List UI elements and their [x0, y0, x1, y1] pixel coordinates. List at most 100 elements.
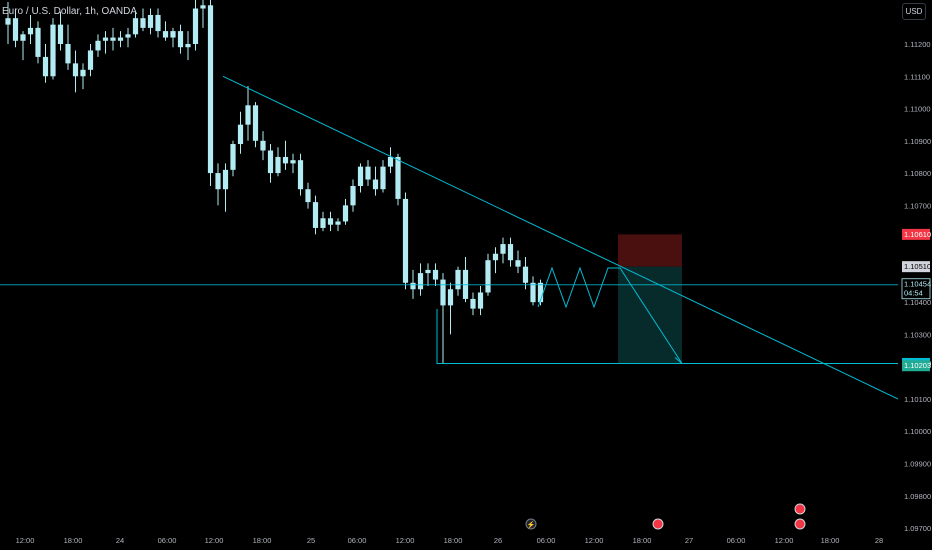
lightning-event-icon — [525, 518, 537, 530]
candle-body — [215, 173, 221, 190]
candle-body — [237, 124, 244, 145]
candle-body — [455, 269, 461, 290]
candle-body — [110, 37, 116, 41]
currency-button[interactable]: USD — [902, 3, 926, 20]
price-tick-label: 1.11100 — [904, 72, 930, 81]
price-tick-label: 1.10400 — [904, 298, 931, 307]
price-tick-label: 1.10900 — [904, 137, 931, 146]
candle-body — [185, 44, 191, 48]
candle-body — [35, 27, 41, 57]
time-tick-label: 18:00 — [444, 536, 463, 545]
economic-event-flag-icon — [794, 503, 806, 515]
candle-body — [350, 185, 356, 206]
time-tick-label: 12:00 — [775, 536, 794, 545]
price-label-text: 1.10510 — [904, 262, 931, 271]
symbol-title: Euro / U.S. Dollar, 1h, OANDA — [2, 6, 138, 17]
candle-body — [402, 198, 409, 283]
economic-event-flag-icon — [652, 518, 664, 530]
time-tick-label: 12:00 — [396, 536, 415, 545]
candle-body — [417, 273, 424, 290]
candle-body — [57, 24, 64, 44]
time-tick-label: 18:00 — [253, 536, 272, 545]
candle-body — [327, 218, 334, 225]
candle-body — [305, 189, 311, 203]
price-tick-label: 1.10700 — [904, 201, 931, 210]
candle-body — [387, 156, 394, 167]
candle-body — [275, 156, 281, 174]
candle-body — [207, 5, 214, 174]
candle-body — [177, 31, 184, 48]
lightning-event-glyph: ⚡ — [527, 520, 536, 529]
trendline — [222, 75, 899, 400]
candle-body — [20, 34, 26, 41]
candle-body — [282, 156, 289, 164]
candle-body — [200, 5, 206, 9]
price-tick-label: 1.10100 — [904, 395, 931, 404]
candle-body — [125, 34, 131, 38]
time-tick-label: 25 — [307, 536, 315, 545]
candle-body — [80, 69, 86, 77]
candle-body — [222, 169, 229, 190]
candle-body — [522, 266, 529, 283]
candle-body — [365, 166, 371, 180]
candle-body — [312, 202, 319, 228]
candle-body — [335, 221, 341, 225]
time-tick-label: 06:00 — [727, 536, 746, 545]
candle-body — [395, 156, 401, 199]
candle-body — [132, 18, 139, 35]
price-label-text: 1.10454 — [904, 280, 931, 289]
time-tick-label: 06:00 — [537, 536, 556, 545]
economic-event-flag-icon — [794, 518, 806, 530]
candle-body — [27, 27, 34, 35]
price-label-badge — [902, 228, 930, 240]
candle-body — [170, 31, 176, 38]
time-tick-label: 06:00 — [348, 536, 367, 545]
candle-body — [372, 179, 379, 190]
candle-body — [470, 298, 476, 309]
candle-body — [357, 166, 364, 186]
candle-body — [117, 37, 124, 41]
candle-body — [432, 269, 439, 280]
candle-body — [102, 37, 109, 41]
price-tick-label: 1.10000 — [904, 427, 931, 436]
price-tick-label: 1.09800 — [904, 492, 931, 501]
candle-body — [290, 160, 296, 164]
stop-loss-zone — [618, 234, 682, 267]
candle-body — [267, 150, 274, 174]
price-tick-label: 1.09900 — [904, 460, 931, 469]
candle-body — [425, 269, 431, 274]
candle-body — [507, 244, 514, 261]
candle-body — [260, 140, 266, 151]
candle-body — [410, 282, 416, 290]
time-tick-label: 12:00 — [585, 536, 604, 545]
candle-body — [500, 244, 506, 254]
price-label-countdown: 04:54 — [904, 289, 923, 298]
candle-body — [65, 44, 71, 64]
candle-body — [297, 160, 304, 190]
candle-body — [447, 289, 454, 306]
price-label-badge — [902, 360, 930, 372]
candle-body — [320, 218, 326, 228]
candle-body — [477, 292, 484, 309]
candle-body — [440, 279, 446, 306]
price-tick-label: 1.11200 — [904, 40, 931, 49]
candle-body — [492, 253, 499, 261]
candle-body — [50, 24, 56, 77]
time-tick-label: 18:00 — [64, 536, 83, 545]
time-tick-label: 06:00 — [158, 536, 177, 545]
time-tick-label: 12:00 — [205, 536, 224, 545]
candle-body — [12, 18, 19, 41]
time-tick-label: 18:00 — [821, 536, 840, 545]
candle-body — [342, 205, 349, 222]
candle-body — [537, 282, 544, 303]
candle-body — [5, 18, 11, 25]
candle-body — [95, 40, 101, 51]
candle-body — [140, 18, 146, 28]
candle-body — [245, 105, 251, 125]
time-tick-label: 18:00 — [633, 536, 652, 545]
price-label-text: 1.10610 — [904, 230, 931, 239]
time-tick-label: 27 — [685, 536, 693, 545]
candle-body — [485, 260, 491, 293]
price-tick-label: 1.10800 — [904, 169, 931, 178]
